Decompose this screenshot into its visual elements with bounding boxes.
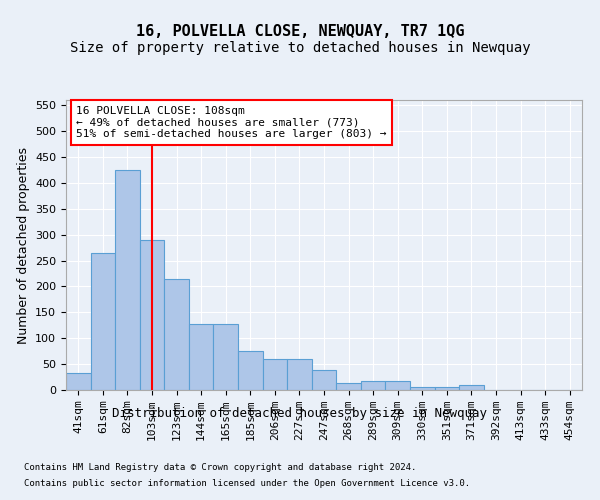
Bar xyxy=(214,324,238,390)
Text: Distribution of detached houses by size in Newquay: Distribution of detached houses by size … xyxy=(113,408,487,420)
Bar xyxy=(189,324,214,390)
Bar xyxy=(336,383,361,390)
Bar xyxy=(263,359,287,390)
Bar xyxy=(312,370,336,390)
Bar xyxy=(410,387,434,390)
Bar xyxy=(238,350,263,390)
Bar xyxy=(164,278,189,390)
Text: Contains HM Land Registry data © Crown copyright and database right 2024.: Contains HM Land Registry data © Crown c… xyxy=(24,462,416,471)
Bar xyxy=(361,381,385,390)
Bar xyxy=(459,385,484,390)
Text: 16 POLVELLA CLOSE: 108sqm
← 49% of detached houses are smaller (773)
51% of semi: 16 POLVELLA CLOSE: 108sqm ← 49% of detac… xyxy=(76,106,387,139)
Bar xyxy=(287,359,312,390)
Bar xyxy=(115,170,140,390)
Bar xyxy=(91,253,115,390)
Text: 16, POLVELLA CLOSE, NEWQUAY, TR7 1QG: 16, POLVELLA CLOSE, NEWQUAY, TR7 1QG xyxy=(136,24,464,39)
Bar xyxy=(66,374,91,390)
Bar xyxy=(140,240,164,390)
Text: Size of property relative to detached houses in Newquay: Size of property relative to detached ho… xyxy=(70,41,530,55)
Bar xyxy=(385,381,410,390)
Y-axis label: Number of detached properties: Number of detached properties xyxy=(17,146,29,344)
Text: Contains public sector information licensed under the Open Government Licence v3: Contains public sector information licen… xyxy=(24,479,470,488)
Bar xyxy=(434,387,459,390)
